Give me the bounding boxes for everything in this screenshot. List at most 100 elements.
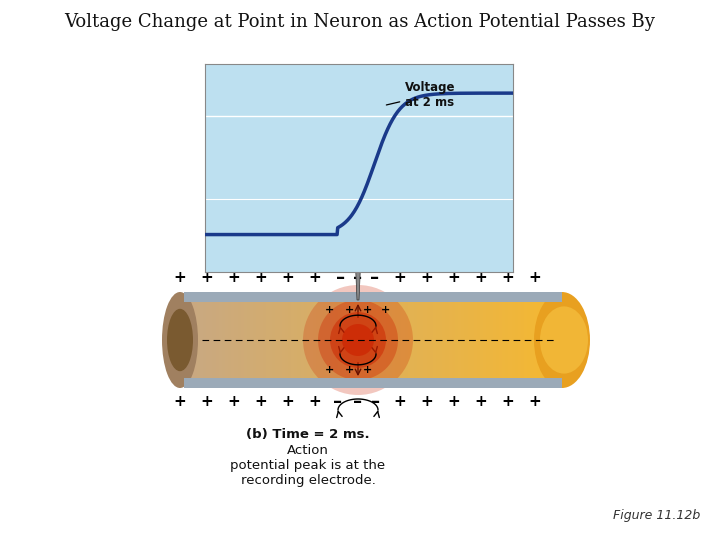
- Bar: [291, 302, 295, 378]
- Bar: [423, 302, 428, 378]
- Bar: [386, 302, 390, 378]
- Bar: [329, 302, 333, 378]
- Circle shape: [342, 324, 374, 356]
- Bar: [263, 302, 267, 378]
- Text: +: +: [502, 271, 514, 286]
- Bar: [235, 302, 238, 378]
- Text: +: +: [309, 395, 321, 409]
- Bar: [190, 302, 194, 378]
- Circle shape: [330, 312, 386, 368]
- Bar: [502, 302, 506, 378]
- Text: +: +: [309, 271, 321, 286]
- Bar: [225, 302, 229, 378]
- Bar: [458, 302, 462, 378]
- Polygon shape: [353, 244, 363, 300]
- Text: +: +: [394, 271, 406, 286]
- Bar: [341, 302, 346, 378]
- Bar: [313, 302, 318, 378]
- Text: +: +: [474, 395, 487, 409]
- Bar: [439, 302, 444, 378]
- Text: –: –: [372, 393, 381, 411]
- Bar: [471, 302, 474, 378]
- Bar: [316, 302, 320, 378]
- Text: +: +: [502, 395, 514, 409]
- Text: –: –: [354, 393, 363, 411]
- Ellipse shape: [534, 292, 590, 388]
- Ellipse shape: [167, 309, 193, 371]
- Bar: [304, 302, 308, 378]
- Bar: [219, 302, 222, 378]
- Ellipse shape: [540, 306, 588, 374]
- Bar: [446, 302, 449, 378]
- Bar: [376, 302, 380, 378]
- Text: +: +: [174, 271, 186, 286]
- Circle shape: [318, 300, 398, 380]
- Bar: [240, 302, 245, 378]
- Bar: [345, 302, 348, 378]
- Text: +: +: [420, 271, 433, 286]
- Bar: [556, 302, 560, 378]
- Text: Voltage Change at Point in Neuron as Action Potential Passes By: Voltage Change at Point in Neuron as Act…: [65, 13, 655, 31]
- Text: (b) Time = 2 ms.: (b) Time = 2 ms.: [246, 428, 370, 441]
- Text: +: +: [282, 395, 294, 409]
- Bar: [515, 302, 519, 378]
- Bar: [389, 302, 393, 378]
- Text: +: +: [474, 271, 487, 286]
- Bar: [492, 302, 497, 378]
- Bar: [199, 302, 204, 378]
- Text: +: +: [228, 395, 240, 409]
- Bar: [206, 302, 210, 378]
- Bar: [357, 302, 361, 378]
- Bar: [395, 302, 399, 378]
- Text: –: –: [336, 269, 346, 287]
- Text: +: +: [325, 365, 335, 375]
- Bar: [228, 302, 233, 378]
- Bar: [184, 378, 562, 388]
- Bar: [266, 302, 270, 378]
- Bar: [310, 302, 314, 378]
- Bar: [534, 302, 538, 378]
- Bar: [549, 302, 554, 378]
- Bar: [408, 302, 412, 378]
- Bar: [288, 302, 292, 378]
- Text: +: +: [364, 305, 373, 315]
- Bar: [467, 302, 472, 378]
- Bar: [238, 302, 242, 378]
- Text: Figure 11.12b: Figure 11.12b: [613, 509, 700, 522]
- Text: –: –: [333, 393, 343, 411]
- Bar: [215, 302, 220, 378]
- Bar: [540, 302, 544, 378]
- Bar: [332, 302, 336, 378]
- Bar: [505, 302, 510, 378]
- Ellipse shape: [162, 292, 198, 388]
- Bar: [269, 302, 273, 378]
- Text: +: +: [201, 395, 213, 409]
- Bar: [354, 302, 359, 378]
- Bar: [499, 302, 503, 378]
- Bar: [398, 302, 402, 378]
- Bar: [451, 302, 456, 378]
- Bar: [462, 302, 465, 378]
- Text: +: +: [394, 395, 406, 409]
- Bar: [508, 302, 513, 378]
- Text: –: –: [354, 269, 363, 287]
- Bar: [275, 302, 279, 378]
- Bar: [487, 302, 490, 378]
- Bar: [420, 302, 424, 378]
- Bar: [187, 302, 192, 378]
- Text: +: +: [255, 395, 267, 409]
- Text: +: +: [325, 305, 335, 315]
- Bar: [194, 302, 197, 378]
- Bar: [405, 302, 409, 378]
- Bar: [373, 302, 377, 378]
- Bar: [184, 302, 188, 378]
- Bar: [253, 302, 258, 378]
- Bar: [285, 302, 289, 378]
- Bar: [401, 302, 405, 378]
- Bar: [361, 302, 364, 378]
- Bar: [449, 302, 453, 378]
- Text: +: +: [255, 271, 267, 286]
- Bar: [222, 302, 226, 378]
- Bar: [392, 302, 396, 378]
- Text: +: +: [420, 395, 433, 409]
